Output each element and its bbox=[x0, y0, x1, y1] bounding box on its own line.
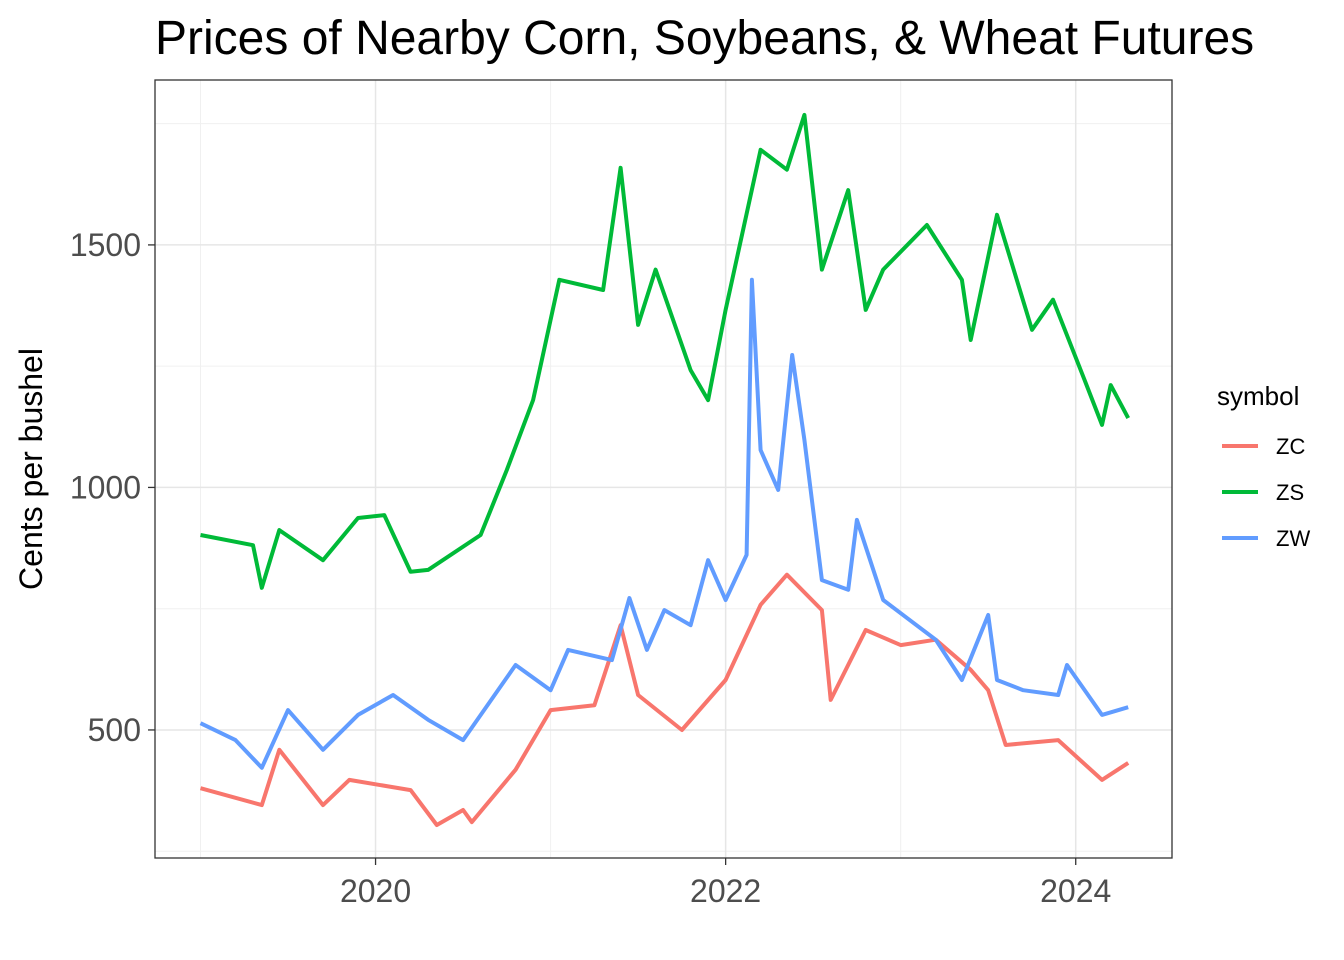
grid bbox=[155, 80, 1172, 858]
legend-label: ZS bbox=[1276, 480, 1304, 505]
legend-label: ZC bbox=[1276, 434, 1305, 459]
chart-title: Prices of Nearby Corn, Soybeans, & Wheat… bbox=[155, 12, 1254, 65]
panel-border bbox=[154, 79, 1173, 859]
y-tick-label: 500 bbox=[88, 712, 141, 748]
series-line-zw bbox=[199, 277, 1129, 770]
y-axis: 500 1000 1500 bbox=[70, 227, 155, 748]
series-line-zs bbox=[200, 112, 1130, 590]
y-axis-label: Cents per bushel bbox=[13, 348, 49, 590]
series-lines bbox=[199, 112, 1130, 827]
x-axis: 2020 2022 2024 bbox=[340, 858, 1111, 909]
y-tick-label: 1500 bbox=[70, 227, 141, 263]
series-line-zc bbox=[199, 572, 1130, 827]
legend-label: ZW bbox=[1276, 526, 1310, 551]
legend: symbol ZC ZS ZW bbox=[1217, 381, 1310, 551]
x-tick-label: 2022 bbox=[690, 873, 761, 909]
legend-title: symbol bbox=[1217, 381, 1299, 411]
y-tick-label: 1000 bbox=[70, 469, 141, 505]
x-tick-label: 2020 bbox=[340, 873, 411, 909]
x-tick-label: 2024 bbox=[1040, 873, 1111, 909]
